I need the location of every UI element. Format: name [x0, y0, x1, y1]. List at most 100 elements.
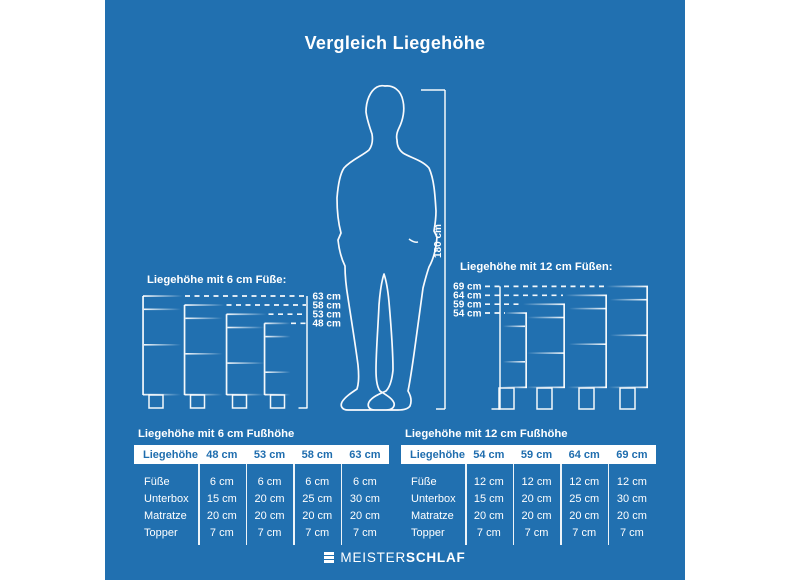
row-label: Topper: [144, 526, 178, 539]
table-heading: Liegehöhe mit 12 cm Fußhöhe: [405, 428, 568, 440]
bed-53cm: [225, 313, 306, 409]
topper-line: [185, 317, 223, 320]
cell: 7 cm: [619, 526, 644, 539]
header-cell: 69 cm: [616, 448, 648, 461]
page-title: Vergleich Liegehöhe: [304, 33, 486, 53]
topper-line: [265, 335, 291, 338]
bed-edge: [225, 314, 228, 395]
cell: 7 cm: [305, 526, 330, 539]
bed-top-line: [143, 295, 183, 297]
bed-edge: [525, 313, 527, 388]
column-divider: [560, 464, 562, 545]
cell: 20 cm: [206, 509, 237, 522]
topper-line: [227, 326, 265, 329]
cell: 20 cm: [569, 509, 600, 522]
bed-69cm: [485, 285, 648, 410]
mattress-line: [527, 352, 564, 354]
hand-detail-line: [408, 238, 419, 243]
bed-top-line: [184, 304, 225, 306]
cell: 20 cm: [254, 509, 285, 522]
row-label: Füße: [144, 475, 170, 488]
table-row: Unterbox 15 cm 20 cm 25 cm 30 cm: [401, 490, 656, 507]
left-bed-diagram: Liegehöhe mit 6 cm Füße:: [142, 274, 341, 409]
cell: 7 cm: [257, 526, 282, 539]
row-label: Matratze: [411, 509, 454, 522]
cell: 7 cm: [572, 526, 597, 539]
cell: 30 cm: [616, 492, 647, 505]
height-label-69: 69 cm: [453, 282, 481, 293]
height-label-48: 48 cm: [313, 319, 341, 330]
cell: 20 cm: [254, 492, 285, 505]
cell: 25 cm: [302, 492, 333, 505]
bed-edge: [183, 305, 186, 395]
column-divider: [293, 464, 295, 545]
cell: 6 cm: [305, 475, 330, 488]
cell: 20 cm: [302, 509, 333, 522]
table-row: Unterbox 15 cm 20 cm 25 cm 30 cm: [134, 490, 389, 507]
cell: 7 cm: [352, 526, 377, 539]
topper-line: [569, 307, 606, 310]
table-body: Füße 12 cm 12 cm 12 cm 12 cm Unterbox 15…: [401, 464, 656, 545]
mattress-line: [144, 344, 181, 346]
bed-54cm: [485, 312, 527, 410]
bed-edge: [605, 295, 607, 388]
bed-foot: [578, 387, 595, 410]
cell: 30 cm: [349, 492, 380, 505]
cell: 6 cm: [257, 475, 282, 488]
row-label: Füße: [411, 475, 437, 488]
header-cell: 59 cm: [520, 448, 553, 461]
right-height-labels: 69 cm 64 cm 59 cm 54 cm: [453, 282, 481, 320]
table-row: Topper 7 cm 7 cm 7 cm 7 cm: [134, 524, 389, 541]
mattress-line: [227, 362, 265, 364]
cell: 7 cm: [524, 526, 549, 539]
bed-top-line: [523, 303, 565, 306]
cell: 20 cm: [521, 509, 552, 522]
height-label-59: 59 cm: [453, 300, 481, 311]
row-label: Unterbox: [411, 492, 456, 505]
column-divider: [465, 464, 467, 545]
cell: 12 cm: [569, 475, 600, 488]
header-cell: 53 cm: [253, 448, 286, 461]
column-divider: [607, 464, 609, 545]
bed-63cm: [142, 295, 306, 409]
cell: 20 cm: [349, 509, 380, 522]
right-bed-diagram: Liegehöhe mit 12 cm Füßen: 69 cm 64 cm 5…: [453, 261, 648, 410]
cell: 20 cm: [616, 509, 647, 522]
mattress-line: [185, 353, 223, 355]
column-divider: [340, 464, 342, 545]
table-row: Topper 7 cm 7 cm 7 cm 7 cm: [401, 524, 656, 541]
column-divider: [512, 464, 514, 545]
column-divider: [245, 464, 247, 545]
table-6cm-feet: Liegehöhe mit 6 cm Fußhöhe Liegehöhe 48 …: [134, 428, 389, 545]
bed-edge: [142, 296, 144, 395]
mattress-line: [569, 343, 606, 345]
table-header-row: Liegehöhe 54 cm 59 cm 64 cm 69 cm: [401, 445, 656, 464]
blue-board: Vergleich Liegehöhe Liegehöhe mit 6 cm F…: [105, 0, 685, 580]
bed-59cm: [485, 303, 565, 410]
height-label-58: 58 cm: [313, 300, 341, 311]
cell: 12 cm: [521, 475, 552, 488]
row-label: Matratze: [144, 509, 187, 522]
cell: 7 cm: [476, 526, 501, 539]
height-label-64: 64 cm: [453, 291, 481, 302]
comparison-tables: Liegehöhe mit 6 cm Fußhöhe Liegehöhe 48 …: [134, 428, 656, 545]
row-label: Unterbox: [144, 492, 189, 505]
header-cell: 48 cm: [206, 448, 238, 461]
bed-foot: [536, 387, 553, 410]
bed-top-line: [505, 312, 527, 314]
bed-foot: [189, 394, 206, 409]
cell: 15 cm: [206, 492, 237, 505]
bed-top-line: [226, 313, 267, 316]
cell: 15 cm: [473, 492, 504, 505]
cell: 12 cm: [473, 475, 504, 488]
cell: 6 cm: [209, 475, 234, 488]
left-height-labels: 63 cm 58 cm 53 cm 48 cm: [313, 291, 341, 329]
bed-top-line: [606, 285, 648, 288]
bed-foot: [269, 394, 286, 409]
height-comparison-diagram: Liegehöhe mit 6 cm Füße:: [142, 84, 648, 411]
mattress-layers-icon: [324, 552, 335, 563]
brand-name-bold: SCHLAF: [406, 550, 466, 565]
right-diagram-heading: Liegehöhe mit 12 cm Füßen:: [460, 261, 613, 273]
table-body: Füße 6 cm 6 cm 6 cm 6 cm Unterbox 15 cm …: [134, 464, 389, 545]
header-cell: 54 cm: [473, 448, 505, 461]
